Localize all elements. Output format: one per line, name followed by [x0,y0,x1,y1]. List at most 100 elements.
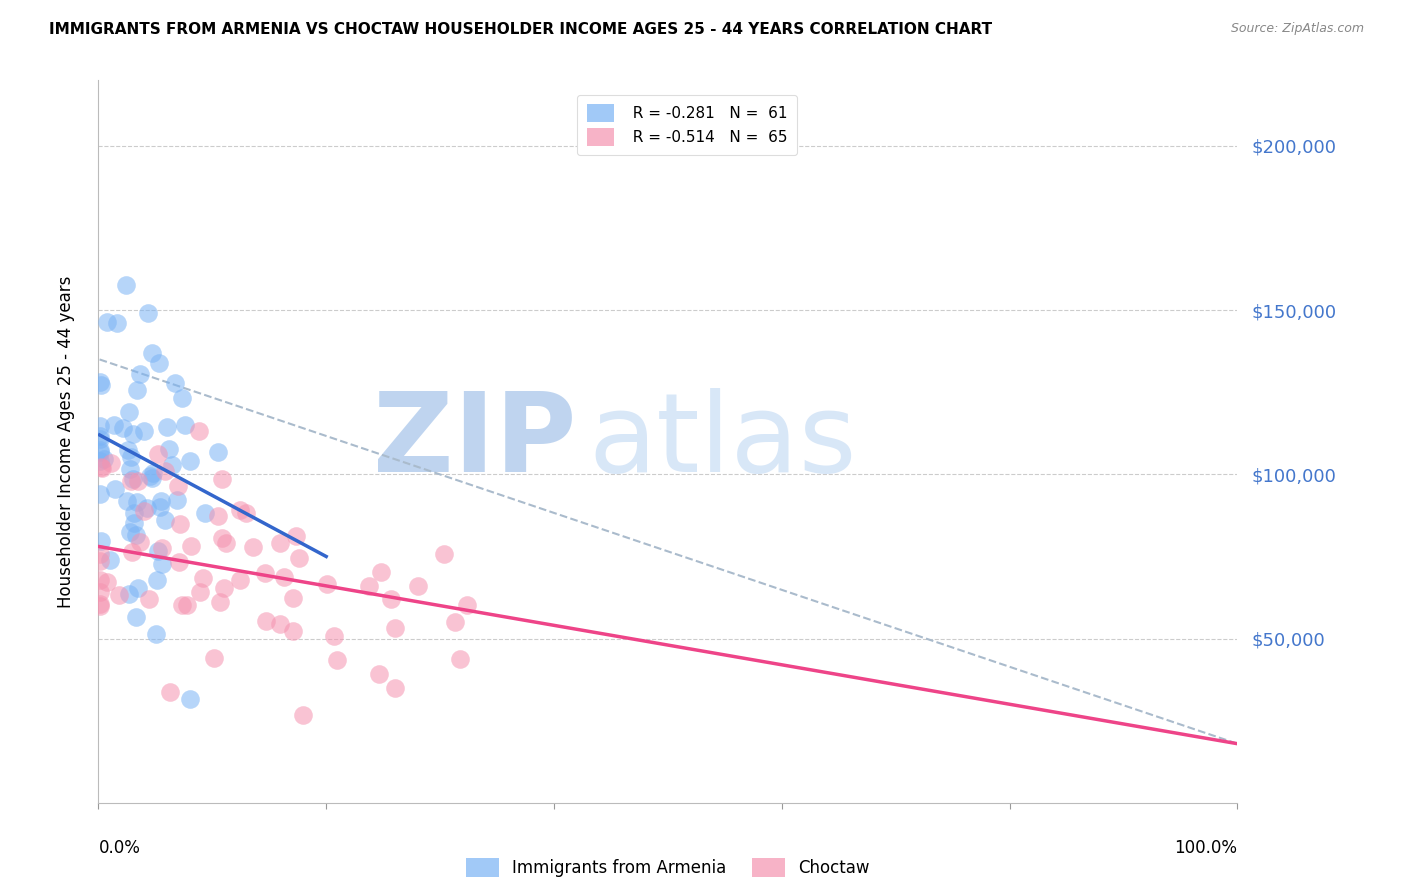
Point [269,536,291,550]
Point [273,570,295,584]
Point [149,500,172,514]
Point [163,376,186,391]
Text: Source: ZipAtlas.com: Source: ZipAtlas.com [1230,22,1364,36]
Point [89,573,111,587]
Point [174,417,197,432]
Point [229,574,252,588]
Point [117,442,139,457]
Point [136,501,159,516]
Point [120,450,142,465]
Point [291,708,314,723]
Point [207,445,229,459]
Point [148,356,170,370]
Point [100,457,122,471]
Point [121,545,143,559]
Point [357,579,380,593]
Point [96,575,118,590]
Text: 100.0%: 100.0% [1174,838,1237,857]
Point [150,557,173,571]
Point [235,506,257,520]
Point [148,544,170,558]
Point [134,503,156,517]
Point [89,599,111,613]
Point [129,367,152,381]
Point [104,483,127,497]
Point [118,405,141,419]
Point [89,554,111,568]
Point [136,306,159,320]
Point [176,598,198,612]
Point [444,615,467,629]
Point [211,531,233,545]
Point [325,653,347,667]
Point [156,420,179,434]
Point [138,592,160,607]
Point [128,535,150,549]
Point [193,571,215,585]
Point [322,629,344,643]
Text: 0.0%: 0.0% [98,838,141,857]
Point [212,581,235,595]
Point [91,461,114,475]
Point [115,277,138,292]
Point [118,587,141,601]
Point [188,424,211,438]
Point [384,681,406,695]
Point [149,494,172,508]
Point [89,442,111,457]
Point [281,591,304,606]
Point [89,376,111,390]
Point [98,552,121,566]
Point [368,666,391,681]
Point [111,421,134,435]
Point [229,503,252,517]
Point [269,616,291,631]
Point [89,487,111,501]
Point [456,598,478,612]
Point [90,378,112,392]
Point [105,316,128,330]
Point [125,495,148,509]
Point [89,454,111,468]
Point [433,547,456,561]
Point [127,581,149,595]
Point [153,513,176,527]
Point [284,529,307,543]
Point [254,614,277,628]
Point [179,691,201,706]
Point [288,550,311,565]
Point [141,471,163,485]
Point [89,547,111,561]
Point [89,432,111,446]
Point [121,473,143,487]
Text: atlas: atlas [588,388,856,495]
Point [370,566,392,580]
Legend: Immigrants from Armenia, Choctaw: Immigrants from Armenia, Choctaw [460,851,876,883]
Point [408,579,430,593]
Point [146,573,169,587]
Point [169,517,191,532]
Point [142,466,165,480]
Point [167,479,190,493]
Point [107,589,129,603]
Point [141,346,163,360]
Point [380,592,402,607]
Point [169,555,191,569]
Point [202,651,225,665]
Point [118,461,141,475]
Point [89,419,111,434]
Point [145,627,167,641]
Point [132,424,155,438]
Point [153,464,176,478]
Point [122,427,145,442]
Text: IMMIGRANTS FROM ARMENIA VS CHOCTAW HOUSEHOLDER INCOME AGES 25 - 44 YEARS CORRELA: IMMIGRANTS FROM ARMENIA VS CHOCTAW HOUSE… [49,22,993,37]
Point [449,651,471,665]
Point [150,541,173,555]
Point [103,417,125,432]
Point [124,516,146,530]
Point [139,468,162,483]
Point [124,506,146,520]
Point [160,458,183,472]
Point [281,624,304,639]
Point [166,493,188,508]
